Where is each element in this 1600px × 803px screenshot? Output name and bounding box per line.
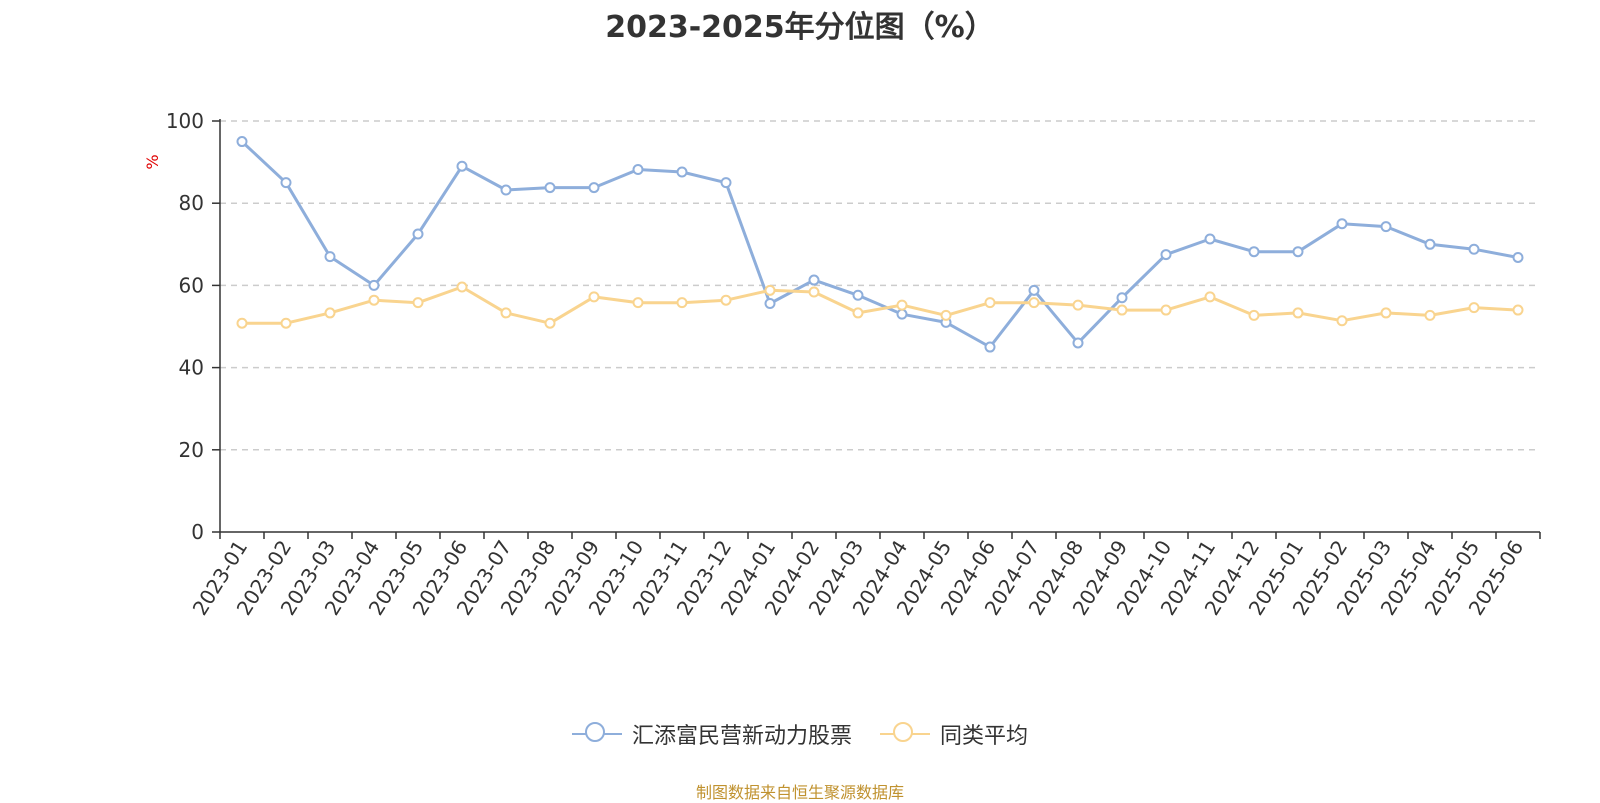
legend-swatch-series-2 xyxy=(880,721,930,747)
data-point-series-1 xyxy=(1292,246,1304,258)
data-point-series-1 xyxy=(852,289,864,301)
data-point-series-2 xyxy=(720,294,732,306)
y-tick-label: 20 xyxy=(179,438,204,462)
line-chart: 0 20 40 60 80 100 2023-012023-022023-032023-0… xyxy=(143,109,1541,620)
data-point-series-2 xyxy=(808,286,820,298)
legend-item-series-1[interactable]: 汇添富民营新动力股票 xyxy=(571,718,852,750)
y-tick-label: 0 xyxy=(191,520,204,544)
data-point-series-2 xyxy=(1336,315,1348,327)
data-point-series-2 xyxy=(1292,307,1304,319)
grid-lines xyxy=(220,120,1540,451)
data-point-series-1 xyxy=(1028,284,1040,296)
data-point-series-1 xyxy=(500,184,512,196)
data-point-series-1 xyxy=(1160,249,1172,261)
data-point-series-1 xyxy=(456,160,468,172)
legend-label-series-2: 同类平均 xyxy=(940,724,1029,749)
data-point-series-1 xyxy=(984,341,996,353)
y-tick-label: 60 xyxy=(179,273,204,297)
data-point-series-2 xyxy=(324,307,336,319)
data-point-series-1 xyxy=(1072,337,1084,349)
data-point-series-1 xyxy=(720,177,732,189)
data-point-series-2 xyxy=(1160,304,1172,316)
legend-label-series-1: 汇添富民营新动力股票 xyxy=(631,724,852,749)
data-point-series-1 xyxy=(896,308,908,320)
data-point-series-1 xyxy=(324,251,336,263)
data-point-series-1 xyxy=(632,163,644,175)
data-point-series-1 xyxy=(1380,221,1392,233)
data-point-series-1 xyxy=(368,279,380,291)
data-point-series-2 xyxy=(1468,302,1480,314)
data-point-series-1 xyxy=(764,297,776,309)
data-point-series-2 xyxy=(984,297,996,309)
data-point-series-2 xyxy=(1512,304,1524,316)
data-point-series-1 xyxy=(1116,292,1128,304)
data-point-series-1 xyxy=(412,228,424,240)
data-point-series-2 xyxy=(1204,291,1216,303)
data-point-series-1 xyxy=(1248,246,1260,258)
data-point-series-2 xyxy=(1380,307,1392,319)
data-point-series-1 xyxy=(676,166,688,178)
legend: 汇添富民营新动力股票 同类平均 xyxy=(0,718,1600,750)
legend-swatch-series-1 xyxy=(571,721,622,747)
data-point-series-2 xyxy=(940,309,952,321)
y-tick-label: 100 xyxy=(166,109,204,133)
data-point-series-2 xyxy=(544,317,556,329)
series-line-1 xyxy=(240,140,1519,349)
data-point-series-2 xyxy=(1116,304,1128,316)
data-point-series-1 xyxy=(1424,238,1436,250)
data-point-series-2 xyxy=(588,291,600,303)
data-point-series-2 xyxy=(236,317,248,329)
x-axis-ticks: 2023-012023-022023-032023-042023-052023-… xyxy=(188,532,1541,620)
data-point-series-2 xyxy=(852,307,864,319)
data-point-series-1 xyxy=(236,136,248,148)
chart-title: 2023-2025年分位图（%） xyxy=(605,10,995,45)
data-point-series-1 xyxy=(1204,233,1216,245)
data-point-series-2 xyxy=(676,297,688,309)
data-point-series-2 xyxy=(1248,309,1260,321)
data-point-series-2 xyxy=(896,299,908,311)
data-point-series-2 xyxy=(764,284,776,296)
data-point-series-2 xyxy=(456,281,468,293)
series-lines xyxy=(236,136,1524,353)
y-axis-label: % xyxy=(143,154,162,169)
data-point-series-2 xyxy=(632,297,644,309)
data-point-series-1 xyxy=(808,274,820,286)
data-point-series-2 xyxy=(1028,297,1040,309)
data-source-note: 制图数据来自恒生聚源数据库 xyxy=(695,783,904,802)
data-point-series-2 xyxy=(1072,299,1084,311)
data-point-series-1 xyxy=(1468,243,1480,255)
data-point-series-2 xyxy=(1424,309,1436,321)
legend-item-series-2[interactable]: 同类平均 xyxy=(880,718,1028,750)
data-point-series-1 xyxy=(1512,251,1524,263)
data-point-series-2 xyxy=(500,307,512,319)
y-axis-ticks: 0 20 40 60 80 100 xyxy=(166,109,220,544)
data-point-series-1 xyxy=(280,177,292,189)
data-point-series-1 xyxy=(544,182,556,194)
series-line-2 xyxy=(242,285,1519,325)
data-point-series-2 xyxy=(368,294,380,306)
y-tick-label: 80 xyxy=(179,191,204,215)
data-point-series-1 xyxy=(1336,218,1348,230)
data-point-series-2 xyxy=(412,297,424,309)
y-tick-label: 40 xyxy=(179,356,204,380)
data-point-series-2 xyxy=(280,317,292,329)
data-point-series-1 xyxy=(588,182,600,194)
